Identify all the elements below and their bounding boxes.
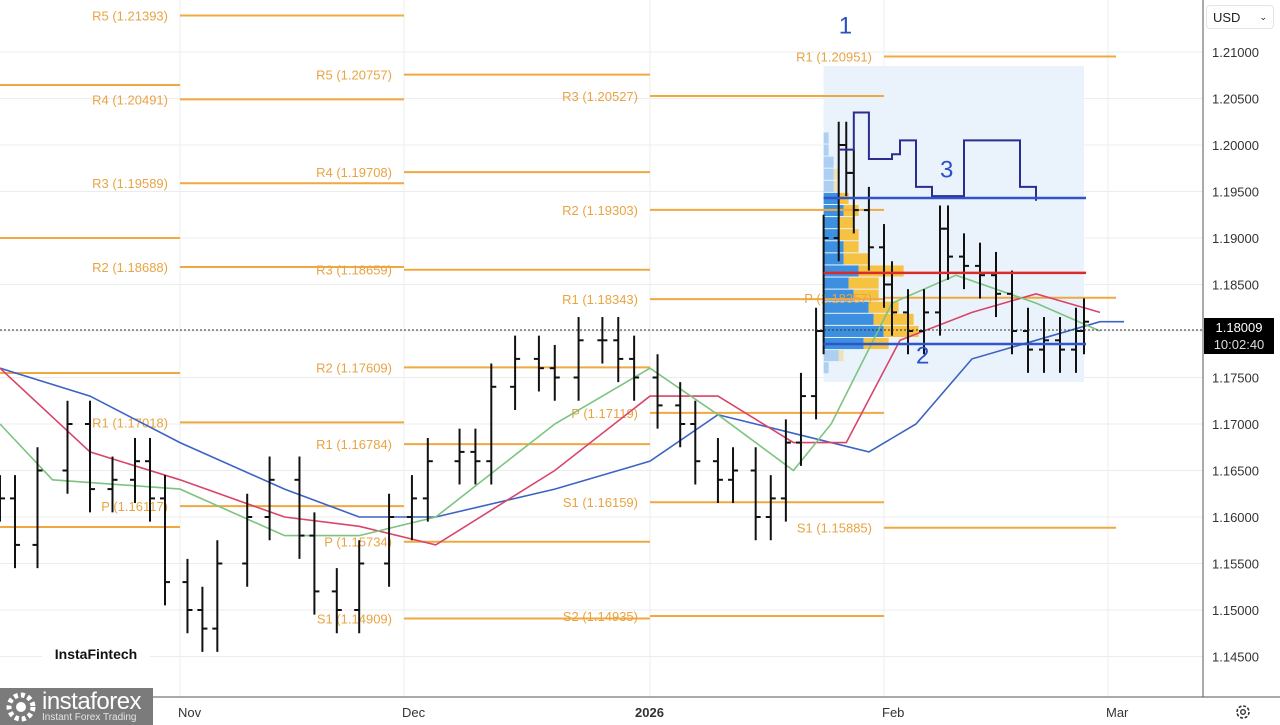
wave-annotation: 1 bbox=[839, 12, 852, 39]
profile-row-buy bbox=[823, 253, 844, 265]
currency-selector[interactable]: USD ⌄ bbox=[1206, 5, 1274, 29]
profile-row-buy bbox=[823, 350, 839, 362]
instaforex-tagline: Instant Forex Trading bbox=[42, 711, 137, 723]
price-tick-label: 1.17000 bbox=[1212, 417, 1259, 432]
time-tick-label: Mar bbox=[1106, 705, 1129, 720]
price-tick-label: 1.16500 bbox=[1212, 464, 1259, 479]
profile-row-buy bbox=[823, 301, 869, 313]
time-tick-label: Dec bbox=[402, 705, 426, 720]
pivot-label: R4 (1.19708) bbox=[316, 165, 392, 180]
pivot-label: P (1.18357) bbox=[804, 291, 872, 306]
pivot-label: R3 (1.20527) bbox=[562, 89, 638, 104]
price-tick-label: 1.16000 bbox=[1212, 510, 1259, 525]
pivot-label: R5 (1.21393) bbox=[92, 8, 168, 23]
instaforex-logo: instaforex Instant Forex Trading bbox=[0, 688, 153, 725]
profile-row-buy bbox=[823, 325, 884, 337]
pivot-label: S2 (1.14935) bbox=[563, 609, 638, 624]
profile-row-buy bbox=[823, 144, 829, 156]
time-tick-label: 2026 bbox=[635, 705, 664, 720]
profile-row-sell bbox=[853, 289, 879, 301]
time-axis[interactable]: Nov Dec 2026 Feb Mar bbox=[178, 705, 1129, 720]
profile-row-buy bbox=[823, 277, 849, 289]
profile-lines bbox=[823, 111, 1086, 346]
pivot-label: R1 (1.18343) bbox=[562, 292, 638, 307]
profile-row-buy bbox=[823, 156, 834, 168]
price-tick-label: 1.19000 bbox=[1212, 231, 1259, 246]
pivot-label: S1 (1.16159) bbox=[563, 495, 638, 510]
profile-row-sell bbox=[883, 325, 919, 337]
profile-row-buy bbox=[823, 265, 859, 277]
pivot-label: R4 (1.20491) bbox=[92, 92, 168, 107]
profile-row-buy bbox=[823, 289, 854, 301]
pivot-label: R1 (1.16784) bbox=[316, 437, 392, 452]
current-price-tag: 1.18009 10:02:40 bbox=[1204, 318, 1274, 354]
wave-annotation: 2 bbox=[916, 343, 929, 370]
instafintech-text: InstaFintech bbox=[54, 646, 138, 662]
annotations: 1 2 3 bbox=[839, 12, 954, 369]
pivot-label: S1 (1.14909) bbox=[317, 611, 392, 626]
pivot-label: R3 (1.19589) bbox=[92, 176, 168, 191]
pivot-label: P (1.16117) bbox=[101, 499, 168, 514]
price-tick-label: 1.17500 bbox=[1212, 371, 1259, 386]
instaforex-gear-icon bbox=[6, 692, 36, 721]
price-tick-label: 1.18500 bbox=[1212, 278, 1259, 293]
price-tick-label: 1.20000 bbox=[1212, 138, 1259, 153]
bar-countdown: 10:02:40 bbox=[1213, 337, 1265, 352]
moving-average-line bbox=[0, 274, 1101, 537]
profile-row-buy bbox=[823, 229, 839, 241]
profile-row-sell bbox=[833, 168, 839, 180]
pivot-label: R5 (1.20757) bbox=[316, 68, 392, 83]
price-tick-label: 1.20500 bbox=[1212, 92, 1259, 107]
moving-averages bbox=[0, 274, 1124, 546]
pivot-label: R2 (1.17609) bbox=[316, 360, 392, 375]
current-price: 1.18009 bbox=[1215, 320, 1263, 335]
profile-row-sell bbox=[873, 313, 914, 325]
price-tick-label: 1.15500 bbox=[1212, 557, 1259, 572]
price-axis[interactable]: 1.21000 1.20500 1.20000 1.19500 1.19000 1.185… bbox=[1212, 45, 1259, 665]
instafintech-logo: InstaFintech bbox=[42, 625, 150, 683]
pivot-label: R2 (1.19303) bbox=[562, 203, 638, 218]
moving-average-line bbox=[0, 320, 1124, 518]
profile-row-buy bbox=[823, 168, 834, 180]
pivot-label: R2 (1.18688) bbox=[92, 260, 168, 275]
profile-row-buy bbox=[823, 362, 829, 374]
profile-row-sell bbox=[858, 265, 904, 277]
price-tick-label: 1.15000 bbox=[1212, 603, 1259, 618]
pivot-label: P (1.17119) bbox=[571, 406, 638, 421]
ohlc-bars bbox=[0, 121, 1089, 652]
price-tick-label: 1.19500 bbox=[1212, 185, 1259, 200]
profile-row-sell bbox=[848, 277, 879, 289]
profile-row-buy bbox=[823, 217, 839, 229]
volume-profile bbox=[823, 65, 1084, 383]
instaforex-name: instaforex bbox=[42, 687, 142, 715]
profile-row-buy bbox=[823, 132, 829, 144]
time-tick-label: Nov bbox=[178, 705, 202, 720]
profile-row-buy bbox=[823, 241, 844, 253]
profile-row-sell bbox=[843, 253, 869, 265]
pivot-label: R3 (1.18659) bbox=[316, 263, 392, 278]
gear-icon[interactable] bbox=[1234, 703, 1252, 721]
pivot-label: S1 (1.15885) bbox=[797, 521, 872, 536]
wave-annotation: 3 bbox=[940, 157, 953, 184]
profile-row-sell bbox=[838, 229, 859, 241]
currency-label: USD bbox=[1213, 9, 1241, 25]
pivot-label: P (1.15734) bbox=[324, 535, 392, 550]
profile-row-buy bbox=[823, 313, 874, 325]
moving-average-line bbox=[0, 292, 1101, 546]
profile-row-buy bbox=[823, 180, 834, 192]
pivot-label: R1 (1.20951) bbox=[796, 50, 872, 65]
chevron-down-icon: ⌄ bbox=[1259, 11, 1267, 22]
time-tick-label: Feb bbox=[882, 705, 904, 720]
profile-row-sell bbox=[833, 180, 839, 192]
developing-poc-line bbox=[838, 111, 1037, 201]
profile-row-sell bbox=[843, 241, 859, 253]
price-tick-label: 1.14500 bbox=[1212, 650, 1259, 665]
profile-row-sell bbox=[838, 350, 844, 362]
profile-row-sell bbox=[838, 217, 854, 229]
pivot-levels: R5 (1.21393) R4 (1.20491) R3 (1.19589) R2 (… bbox=[0, 8, 1116, 626]
price-tick-label: 1.21000 bbox=[1212, 45, 1259, 60]
